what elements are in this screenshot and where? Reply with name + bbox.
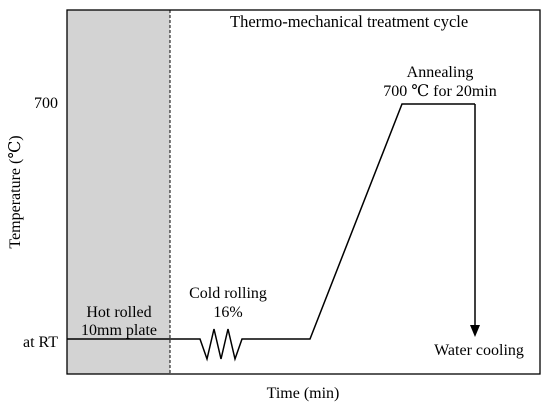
cold-rolling-label-line2: 16% — [213, 304, 242, 321]
hot-rolled-label-line2: 10mm plate — [81, 322, 157, 339]
diagram-title: Thermo-mechanical treatment cycle — [230, 12, 468, 31]
x-axis-label: Time (min) — [267, 385, 340, 402]
water-cooling-arrowhead — [470, 325, 480, 337]
cold-rolling-label-line1: Cold rolling — [189, 285, 267, 302]
water-cooling-label: Water cooling — [434, 342, 524, 359]
annealing-label-line2: 700 ℃ for 20min — [383, 83, 496, 100]
hot-rolled-region — [67, 10, 170, 374]
y-tick-rt: at RT — [23, 334, 58, 351]
process-curve — [67, 103, 475, 362]
y-axis-label: Temperature (℃) — [7, 135, 24, 248]
hot-rolled-label-line1: Hot rolled — [86, 304, 151, 321]
plot-frame — [66, 9, 541, 375]
y-tick-700: 700 — [34, 95, 58, 112]
annealing-label-line1: Annealing — [407, 64, 474, 81]
